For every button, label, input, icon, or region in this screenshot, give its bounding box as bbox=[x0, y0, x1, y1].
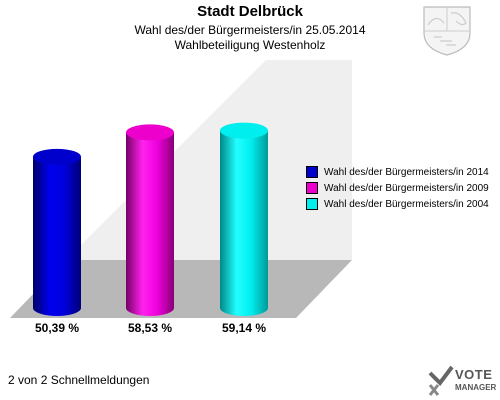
brand-line-2: MANAGER bbox=[455, 383, 497, 392]
bar-top-2 bbox=[126, 124, 174, 141]
chart-subtitle: Wahl des/der Bürgermeisters/in 25.05.201… bbox=[134, 23, 366, 37]
footer-status: 2 von 2 Schnellmeldungen bbox=[8, 373, 150, 387]
brand-line-1: VOTE bbox=[455, 367, 493, 382]
legend-label-3: Wahl des/der Bürgermeisters/in 2004 bbox=[324, 198, 489, 210]
logo-mark-icon bbox=[428, 365, 454, 396]
chart-subtitle-2: Wahlbeteiligung Westenholz bbox=[174, 38, 326, 52]
bar-body-3 bbox=[220, 130, 268, 316]
chart-legend: Wahl des/der Bürgermeisters/in 2014 Wahl … bbox=[306, 164, 489, 212]
bar-body-1 bbox=[33, 156, 81, 316]
bar-body-2 bbox=[126, 132, 174, 316]
legend-label-2: Wahl des/der Bürgermeisters/in 2009 bbox=[324, 182, 489, 194]
legend-item-2: Wahl des/der Bürgermeisters/in 2009 bbox=[306, 180, 489, 196]
legend-item-3: Wahl des/der Bürgermeisters/in 2004 bbox=[306, 196, 489, 212]
legend-swatch-3 bbox=[306, 198, 318, 210]
bar-1 bbox=[33, 148, 81, 316]
chart-title: Stadt Delbrück bbox=[197, 3, 303, 20]
legend-item-1: Wahl des/der Bürgermeisters/in 2014 bbox=[306, 164, 489, 180]
legend-swatch-2 bbox=[306, 182, 318, 194]
value-label-1: 50,39 % bbox=[35, 321, 79, 335]
vote-manager-logo: VOTE MANAGER bbox=[428, 365, 500, 399]
legend-label-1: Wahl des/der Bürgermeisters/in 2014 bbox=[324, 166, 489, 178]
coat-of-arms-icon bbox=[423, 6, 471, 56]
value-label-2: 58,53 % bbox=[128, 321, 172, 335]
legend-swatch-1 bbox=[306, 166, 318, 178]
bar-3 bbox=[220, 122, 268, 316]
bar-top-3 bbox=[220, 122, 268, 139]
chart-back-wall bbox=[66, 60, 352, 260]
bar-top-1 bbox=[33, 148, 81, 165]
bar-2 bbox=[126, 124, 174, 316]
value-label-3: 59,14 % bbox=[222, 321, 266, 335]
